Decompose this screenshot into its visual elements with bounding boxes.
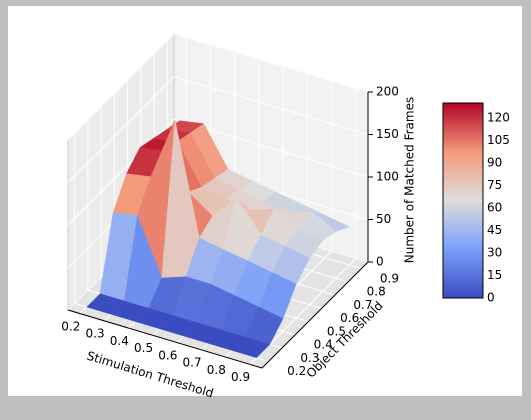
- z-tick-label: 150: [376, 127, 399, 141]
- grid-line: [173, 33, 369, 93]
- z-tick-label: 0: [376, 255, 384, 269]
- axis-line: [261, 261, 369, 369]
- y-tick-label: 0.6: [340, 311, 359, 325]
- colorbar-tick-label: 0: [487, 291, 495, 305]
- colorbar-tick-label: 30: [487, 246, 502, 260]
- x-tick-label: 0.3: [86, 327, 105, 341]
- axis-line: [67, 309, 263, 369]
- y-tick-label: 0.8: [367, 285, 386, 299]
- y-tick-label: 0.9: [380, 271, 399, 285]
- z-tick-label: 50: [376, 212, 391, 226]
- colorbar-tick-label: 105: [487, 133, 510, 147]
- grid-line: [173, 76, 369, 135]
- grid-line: [67, 76, 175, 183]
- colorbar-tick-label: 90: [487, 156, 502, 170]
- x-tick-label: 0.2: [61, 319, 80, 333]
- colorbar-tick-label: 15: [487, 268, 502, 282]
- grid-line: [67, 33, 175, 141]
- z-axis-label: Number of Matched Frames: [403, 97, 417, 263]
- y-tick-label: 0.3: [300, 351, 319, 365]
- z-tick-label: 100: [376, 170, 399, 184]
- x-tick-label: 0.4: [110, 334, 129, 348]
- y-tick-label: 0.2: [287, 364, 306, 378]
- colorbar-tick-label: 120: [487, 111, 510, 125]
- colorbar-tick-label: 75: [487, 178, 502, 192]
- colorbar-tick-label: 60: [487, 201, 502, 215]
- x-tick-label: 0.8: [207, 363, 226, 377]
- colorbar: [442, 102, 484, 299]
- colorbar-tick-label: 45: [487, 223, 502, 237]
- y-tick-label: 0.4: [314, 338, 333, 352]
- x-tick-label: 0.6: [158, 348, 177, 362]
- y-tick-label: 0.5: [327, 324, 346, 338]
- x-tick-label: 0.5: [134, 341, 153, 355]
- surface-patch: [231, 336, 271, 359]
- x-tick-label: 0.9: [231, 370, 250, 384]
- y-tick-label: 0.7: [353, 298, 372, 312]
- z-tick-label: 200: [376, 85, 399, 99]
- x-tick-label: 0.7: [183, 356, 202, 370]
